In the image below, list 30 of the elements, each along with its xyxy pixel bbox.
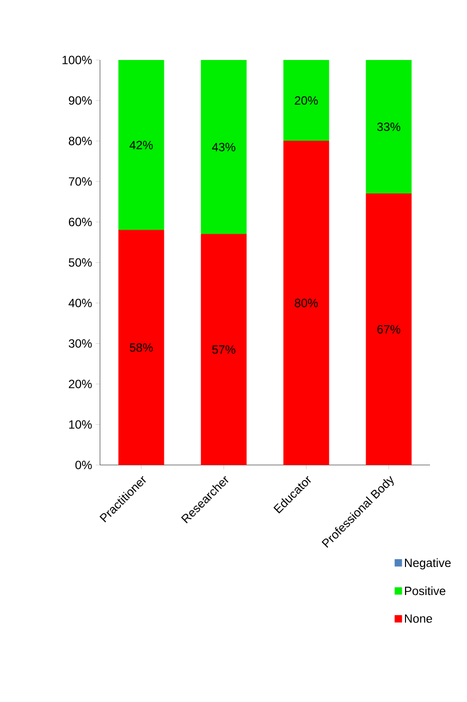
data-label: 57% bbox=[212, 345, 236, 354]
data-label: 33% bbox=[377, 122, 400, 132]
data-label: 42% bbox=[130, 140, 153, 150]
bar bbox=[283, 140, 330, 465]
y-tick-label: 70% bbox=[68, 177, 92, 186]
bar bbox=[200, 60, 247, 234]
legend-label: Negative bbox=[405, 558, 451, 570]
data-label: 58% bbox=[130, 343, 153, 352]
data-label: 67% bbox=[377, 325, 400, 334]
bar bbox=[118, 60, 164, 230]
y-tick-label: 0% bbox=[75, 460, 92, 470]
y-tick-label: 50% bbox=[68, 258, 92, 267]
data-label: 43% bbox=[212, 142, 236, 152]
y-tick-label: 10% bbox=[69, 420, 92, 429]
y-tick-label: 80% bbox=[68, 136, 92, 146]
data-label: 80% bbox=[294, 298, 318, 308]
bar bbox=[118, 230, 164, 465]
bar bbox=[366, 193, 412, 465]
y-tick-label: 40% bbox=[68, 298, 92, 308]
legend-label: None bbox=[405, 614, 432, 623]
bar bbox=[366, 60, 412, 194]
y-tick-label: 100% bbox=[62, 56, 92, 64]
data-label: 20% bbox=[294, 96, 318, 105]
legend-label: Positive bbox=[405, 586, 446, 596]
bar bbox=[200, 234, 247, 465]
y-tick-label: 60% bbox=[68, 218, 92, 226]
y-tick-label: 90% bbox=[68, 96, 92, 105]
y-tick-label: 20% bbox=[68, 380, 92, 388]
y-tick-label: 30% bbox=[68, 339, 92, 348]
bar bbox=[283, 60, 330, 142]
